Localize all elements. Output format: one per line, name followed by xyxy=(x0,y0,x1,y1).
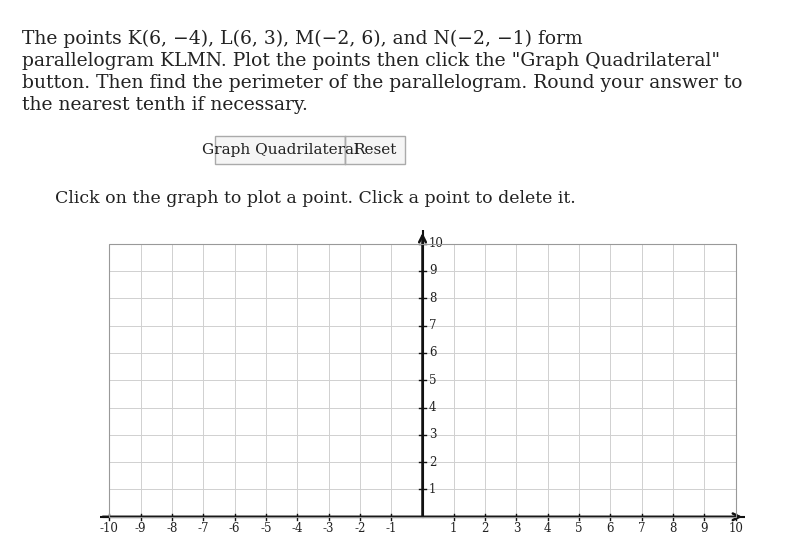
Text: 9: 9 xyxy=(701,522,708,535)
Text: 6: 6 xyxy=(606,522,614,535)
Text: the nearest tenth if necessary.: the nearest tenth if necessary. xyxy=(22,96,308,114)
Text: Click on the graph to plot a point. Click a point to delete it.: Click on the graph to plot a point. Clic… xyxy=(55,190,576,207)
Text: 7: 7 xyxy=(638,522,646,535)
Text: 10: 10 xyxy=(429,237,444,250)
Text: -3: -3 xyxy=(323,522,334,535)
Text: 4: 4 xyxy=(429,401,436,414)
Text: 5: 5 xyxy=(429,374,436,387)
Text: Graph Quadrilateral: Graph Quadrilateral xyxy=(202,143,358,157)
Text: -1: -1 xyxy=(386,522,397,535)
FancyBboxPatch shape xyxy=(215,136,345,164)
Text: -7: -7 xyxy=(198,522,209,535)
Text: 8: 8 xyxy=(670,522,677,535)
Text: 1: 1 xyxy=(429,483,436,496)
Text: 2: 2 xyxy=(482,522,489,535)
FancyBboxPatch shape xyxy=(345,136,405,164)
Text: 5: 5 xyxy=(575,522,583,535)
Text: 10: 10 xyxy=(728,522,743,535)
Text: 6: 6 xyxy=(429,347,436,360)
Text: 3: 3 xyxy=(513,522,520,535)
Text: 8: 8 xyxy=(429,292,436,305)
Text: Reset: Reset xyxy=(354,143,397,157)
Text: -5: -5 xyxy=(260,522,272,535)
Text: The points K(6, −4), L(6, 3), M(−2, 6), and N(−2, −1) form: The points K(6, −4), L(6, 3), M(−2, 6), … xyxy=(22,30,582,48)
Text: -6: -6 xyxy=(229,522,240,535)
Text: -10: -10 xyxy=(100,522,119,535)
Text: -8: -8 xyxy=(166,522,178,535)
Text: -9: -9 xyxy=(135,522,146,535)
Text: parallelogram KLMN. Plot the points then click the "Graph Quadrilateral": parallelogram KLMN. Plot the points then… xyxy=(22,52,720,70)
Text: -2: -2 xyxy=(354,522,366,535)
Text: button. Then find the perimeter of the parallelogram. Round your answer to: button. Then find the perimeter of the p… xyxy=(22,74,742,92)
Text: 9: 9 xyxy=(429,265,436,278)
Text: 7: 7 xyxy=(429,319,436,332)
Text: 3: 3 xyxy=(429,428,436,441)
Text: 1: 1 xyxy=(450,522,458,535)
Text: 4: 4 xyxy=(544,522,551,535)
Text: -4: -4 xyxy=(291,522,303,535)
Text: 2: 2 xyxy=(429,456,436,469)
